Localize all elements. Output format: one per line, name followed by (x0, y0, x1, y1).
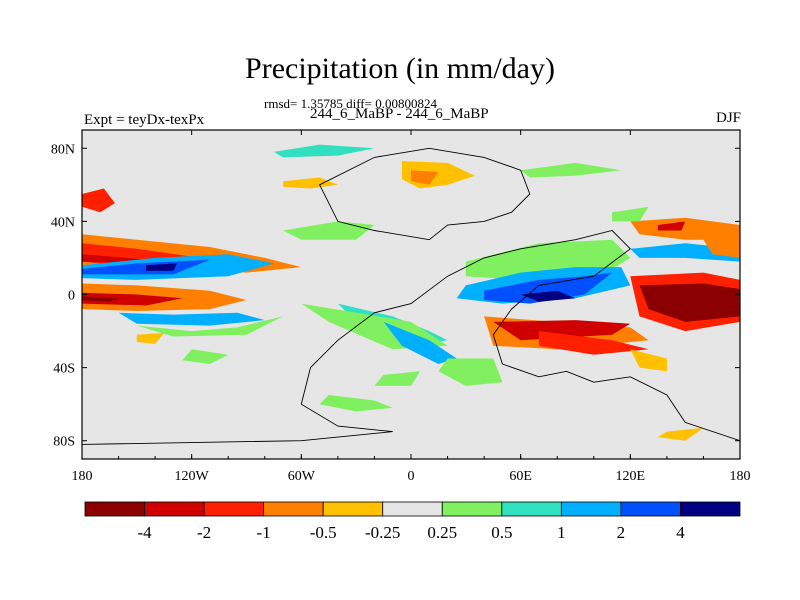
precip-field-layer (82, 144, 740, 441)
precip-contour-region (520, 290, 576, 302)
precip-contour-region (273, 144, 375, 158)
colorbar-swatch (263, 501, 324, 517)
colorbar-swatch (501, 501, 562, 517)
colorbar-swatch (620, 501, 681, 517)
precip-contour-region (319, 395, 393, 412)
x-tick-label: 0 (408, 469, 415, 484)
colorbar-label: 1 (557, 523, 566, 542)
precip-contour-region (283, 221, 375, 240)
precip-contour-region (118, 312, 265, 326)
precip-contour-region (182, 349, 229, 364)
colorbar: -4 -2 -1 -0.5 -0.25 0.25 0.5 1 2 4 (84, 501, 741, 542)
colorbar-swatch (203, 501, 265, 517)
precip-contour-region (136, 332, 165, 344)
precip-contour-region (657, 221, 686, 231)
colorbar-label: 2 (617, 523, 626, 542)
precip-contour-region (411, 170, 439, 185)
precip-contour-region (136, 316, 284, 337)
colorbar-swatch (322, 501, 384, 517)
precip-contour-region (374, 371, 421, 386)
chart-subtitle: 244_6_MaBP - 244_6_MaBP (310, 106, 489, 122)
y-tick-label: 80S (53, 435, 75, 450)
y-tick-label: 80N (51, 142, 75, 157)
colorbar-swatch (560, 501, 622, 517)
season-label: DJF (715, 110, 741, 126)
colorbar-swatch (382, 501, 443, 517)
x-tick-label: 180 (730, 469, 751, 484)
precip-contour-region (612, 206, 649, 222)
x-tick-label: 120W (175, 469, 210, 484)
precip-contour-region (630, 349, 667, 372)
precip-contour-region (82, 292, 183, 306)
colorbar-swatch (144, 501, 205, 517)
precip-contour-region (484, 272, 613, 304)
coastline (318, 147, 531, 241)
x-tick-label: 180 (72, 469, 93, 484)
x-tick-label: 120E (616, 469, 646, 484)
colorbar-label: 0.25 (427, 523, 457, 542)
y-tick-label: 40S (53, 362, 75, 377)
precip-contour-region (82, 296, 119, 302)
colorbar-label: -1 (257, 523, 271, 542)
precip-contour-region (383, 321, 457, 364)
precip-contour-region (82, 259, 210, 275)
x-tick-label: 60E (509, 469, 532, 484)
colorbar-label: -2 (197, 523, 211, 542)
y-tick-label: 0 (68, 289, 75, 304)
coastline-layer (82, 147, 740, 459)
colorbar-label: -4 (137, 523, 152, 542)
precip-contour-region (493, 320, 631, 341)
axes-layer: 180 120W 60W 0 60E 120E 180 80N 40N 0 40S 80S (51, 130, 751, 484)
precip-contour-region (438, 358, 503, 386)
colorbar-label: 4 (676, 523, 685, 542)
precip-contour-region (630, 217, 740, 240)
colorbar-swatch (84, 501, 145, 517)
precip-contour-region (639, 283, 740, 322)
precip-contour-region (283, 177, 338, 189)
precip-contour-region (703, 236, 740, 258)
precip-contour-region (146, 263, 177, 271)
colorbar-label: -0.25 (365, 523, 400, 542)
chart-title: Precipitation (in mm/day) (245, 52, 555, 85)
colorbar-swatch (680, 501, 741, 517)
precip-contour-region (82, 188, 115, 213)
colorbar-label: 0.5 (491, 523, 512, 542)
precip-contour-region (520, 162, 622, 178)
experiment-label: Expt = teyDx-texPx (84, 112, 205, 128)
x-tick-label: 60W (288, 469, 316, 484)
precip-contour-region (657, 427, 704, 441)
precip-contour-region (538, 331, 649, 355)
y-tick-label: 40N (51, 215, 75, 230)
colorbar-swatch (441, 501, 503, 517)
stats-line: rmsd= 1.35785 diff= 0.00800824 (264, 96, 437, 111)
colorbar-label: -0.5 (310, 523, 337, 542)
coastline (82, 230, 740, 459)
